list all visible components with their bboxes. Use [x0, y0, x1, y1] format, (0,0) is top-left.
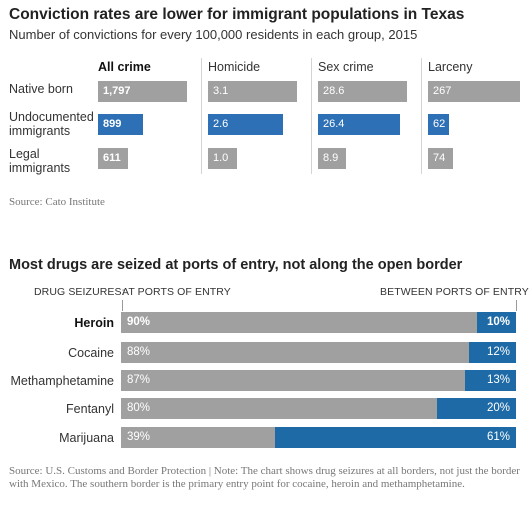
bar-value-label: 3.1	[213, 85, 229, 97]
chart2-title: Most drugs are seized at ports of entry,…	[9, 257, 463, 273]
between-ports-caption: BETWEEN PORTS OF ENTRY	[380, 286, 529, 298]
chart1-subtitle: Number of convictions for every 100,000 …	[9, 27, 418, 42]
column-header-larceny: Larceny	[428, 60, 473, 74]
bar-value-label: 1.0	[213, 152, 229, 164]
drug-label-heroin: Heroin	[74, 316, 114, 330]
column-divider	[311, 58, 312, 174]
pct-label: 12%	[486, 346, 510, 358]
bar-all-crime-native-born: 1,797	[98, 81, 187, 102]
pct-label: 90%	[127, 316, 151, 328]
seg-ports-cocaine: 88%	[121, 342, 469, 363]
drug-label-methamphetamine: Methamphetamine	[10, 374, 114, 388]
column-divider	[421, 58, 422, 174]
seg-ports-methamphetamine: 87%	[121, 370, 465, 391]
chart2-source: Source: U.S. Customs and Border Protecti…	[9, 465, 520, 490]
seg-ports-heroin: 90%	[121, 312, 477, 333]
drug-label-cocaine: Cocaine	[68, 346, 114, 360]
chart1-title: Conviction rates are lower for immigrant…	[9, 6, 465, 23]
bar-value-label: 1,797	[103, 85, 131, 97]
pct-label: 39%	[127, 431, 151, 443]
row-label-line: Native born	[9, 82, 73, 96]
drug-seizures-caption: DRUG SEIZURES:	[34, 286, 125, 298]
row-label-undocumented-immigrants: Undocumented immigrants	[9, 110, 94, 138]
seg-ports-marijuana: 39%	[121, 427, 276, 448]
ports-of-entry-tick	[122, 300, 123, 311]
pct-label: 87%	[127, 374, 151, 386]
ports-of-entry-caption: AT PORTS OF ENTRY	[122, 286, 231, 298]
row-label-line: Undocumented	[9, 110, 94, 124]
column-header-homicide: Homicide	[208, 60, 261, 74]
pct-label: 88%	[127, 346, 151, 358]
pct-label: 13%	[486, 374, 510, 386]
bar-value-label: 8.9	[323, 152, 339, 164]
seg-between-fentanyl: 20%	[437, 398, 516, 419]
bar-all-crime-undocumented-immigrants: 899	[98, 114, 143, 135]
seg-ports-fentanyl: 80%	[121, 398, 437, 419]
row-label-native-born: Native born	[9, 82, 73, 96]
bar-larceny-legal-immigrants: 74	[428, 148, 454, 169]
bar-value-label: 267	[433, 85, 452, 97]
bar-homicide-native-born: 3.1	[208, 81, 297, 102]
bar-all-crime-legal-immigrants: 611	[98, 148, 129, 169]
column-header-sex-crime: Sex crime	[318, 60, 374, 74]
bar-sex-crime-undocumented-immigrants: 26.4	[318, 114, 401, 135]
bar-larceny-undocumented-immigrants: 62	[428, 114, 450, 135]
column-header-all-crime: All crime	[98, 60, 151, 74]
drug-label-marijuana: Marijuana	[59, 431, 114, 445]
bar-homicide-legal-immigrants: 1.0	[208, 148, 237, 169]
conviction-rate-chart: All crime Homicide Sex crime Larceny Native …	[0, 0, 529, 200]
drug-label-fentanyl: Fentanyl	[66, 402, 114, 416]
pct-label: 20%	[486, 402, 510, 414]
drug-seizure-chart: Heroin 90% 10% Cocaine 88% 12% Methamphetamine…	[10, 312, 516, 448]
between-ports-tick	[516, 300, 517, 311]
bar-larceny-native-born: 267	[428, 81, 520, 102]
seg-between-marijuana: 61%	[275, 427, 516, 448]
bar-value-label: 899	[103, 118, 122, 130]
bar-value-label: 2.6	[213, 118, 229, 130]
bar-value-label: 74	[433, 152, 446, 164]
row-label-legal-immigrants: Legal immigrants	[9, 147, 70, 175]
bar-value-label: 28.6	[323, 85, 345, 97]
bar-value-label: 611	[103, 152, 121, 164]
bar-sex-crime-native-born: 28.6	[318, 81, 407, 102]
row-label-line: immigrants	[9, 124, 71, 138]
pct-label: 80%	[127, 402, 151, 414]
bar-homicide-undocumented-immigrants: 2.6	[208, 114, 283, 135]
bar-value-label: 26.4	[323, 118, 345, 130]
column-divider	[201, 58, 202, 174]
chart1-source: Source: Cato Institute	[9, 196, 105, 208]
row-label-line: Legal	[9, 147, 40, 161]
seg-between-heroin: 10%	[476, 312, 516, 333]
bar-value-label: 62	[433, 118, 446, 130]
seg-between-methamphetamine: 13%	[464, 370, 516, 391]
seg-between-cocaine: 12%	[468, 342, 516, 363]
row-label-line: immigrants	[9, 161, 71, 175]
bar-sex-crime-legal-immigrants: 8.9	[318, 148, 346, 169]
pct-label: 61%	[486, 431, 510, 443]
pct-label: 10%	[486, 316, 510, 328]
